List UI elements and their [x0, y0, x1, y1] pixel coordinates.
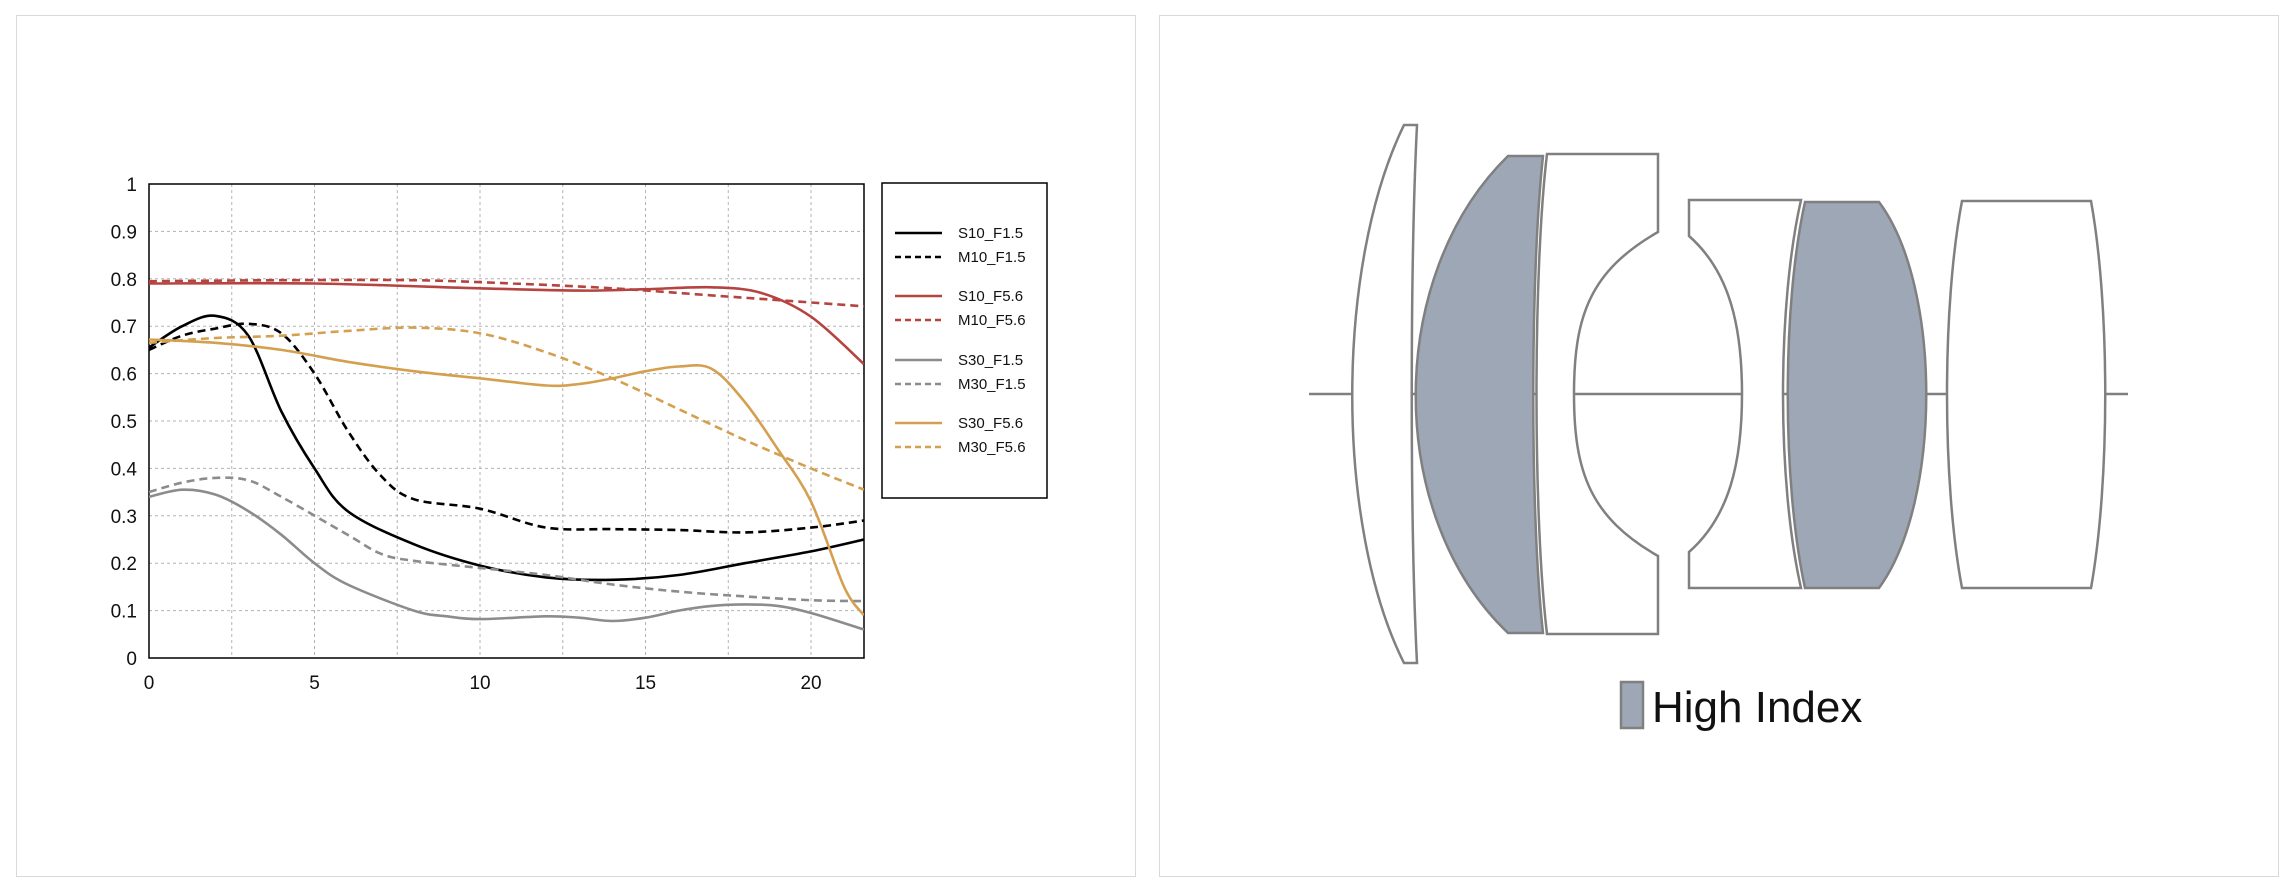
series-line-m30-f1-5 — [149, 476, 864, 603]
series-line-s30-f1-5 — [149, 488, 864, 631]
high-index-legend-label: High Index — [1652, 683, 1862, 732]
y-tick-label: 0.7 — [111, 317, 137, 338]
legend-label: S10_F5.6 — [958, 288, 1023, 305]
lens-element-5-high-index — [1786, 200, 1928, 590]
lens-element-2-high-index — [1414, 154, 1545, 635]
y-tick-label: 0.3 — [111, 507, 137, 528]
series-line-s30-f5-6 — [149, 338, 864, 617]
lens-diagram-panel: High Index — [1159, 15, 2279, 877]
series-line-s10-f5-6 — [149, 281, 864, 366]
lens-element-6 — [1945, 199, 2107, 590]
x-tick-label: 10 — [469, 673, 490, 694]
y-tick-label: 0.2 — [111, 554, 137, 575]
mtf-chart: 0 5 10 15 20 0 0.1 0.2 0.3 0.4 0.5 0.6 0.7 0.8 0.9 1 S10… — [111, 175, 1048, 694]
y-tick-label: 0.5 — [111, 412, 137, 433]
legend-label: M30_F1.5 — [958, 376, 1026, 393]
y-tick-label: 0.6 — [111, 365, 137, 386]
y-tick-label: 0.8 — [111, 270, 137, 291]
x-tick-label: 5 — [309, 673, 320, 694]
lens-diagram: High Index — [1309, 123, 2128, 732]
legend-label: M10_F1.5 — [958, 249, 1026, 266]
y-tick-label: 0 — [126, 649, 137, 670]
lens-element-4 — [1687, 198, 1803, 590]
lens-element-1 — [1351, 123, 1419, 665]
x-tick-label: 0 — [144, 673, 155, 694]
series-line-s10-f1-5 — [149, 314, 864, 582]
lens-element-3 — [1535, 152, 1660, 636]
x-tick-label: 15 — [635, 673, 656, 694]
series-line-m30-f5-6 — [149, 326, 864, 491]
plot-area-frame — [148, 183, 865, 659]
y-tick-label: 0.4 — [111, 459, 138, 480]
series-line-m10-f1-5 — [149, 322, 864, 534]
high-index-legend-swatch — [1619, 680, 1645, 730]
legend-label: M10_F5.6 — [958, 312, 1026, 329]
y-tick-label: 1 — [126, 175, 137, 196]
legend-label: S30_F1.5 — [958, 352, 1023, 369]
chart-panel: 0 5 10 15 20 0 0.1 0.2 0.3 0.4 0.5 0.6 0.7 0.8 0.9 1 S10… — [16, 15, 1136, 877]
legend-box — [881, 182, 1048, 499]
legend-label: S10_F1.5 — [958, 225, 1023, 242]
x-tick-label: 20 — [800, 673, 821, 694]
y-tick-label: 0.1 — [111, 602, 137, 623]
y-tick-label: 0.9 — [111, 222, 137, 243]
series-line-m10-f5-6 — [149, 278, 864, 308]
legend-label: M30_F5.6 — [958, 439, 1026, 456]
legend-label: S30_F5.6 — [958, 415, 1023, 432]
